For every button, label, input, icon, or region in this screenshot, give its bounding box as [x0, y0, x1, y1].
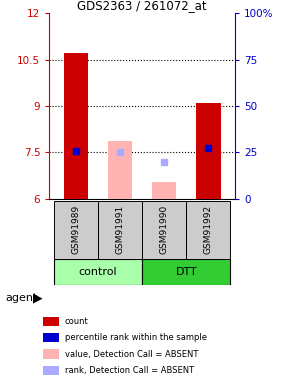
Bar	[152, 182, 176, 199]
Bar	[196, 103, 220, 199]
Bar	[43, 333, 59, 342]
Text: GSM91991: GSM91991	[115, 205, 124, 254]
Text: count: count	[65, 316, 88, 326]
Bar	[43, 366, 59, 375]
Text: DTT: DTT	[175, 267, 197, 277]
Bar	[98, 201, 142, 259]
Text: rank, Detection Call = ABSENT: rank, Detection Call = ABSENT	[65, 366, 194, 375]
Bar	[43, 350, 59, 358]
Bar	[142, 259, 231, 285]
Bar	[43, 316, 59, 326]
Text: ▶: ▶	[33, 292, 43, 304]
Text: GSM91992: GSM91992	[204, 205, 213, 254]
Bar	[186, 201, 231, 259]
Title: GDS2363 / 261072_at: GDS2363 / 261072_at	[77, 0, 207, 12]
Bar	[142, 201, 186, 259]
Text: value, Detection Call = ABSENT: value, Detection Call = ABSENT	[65, 350, 198, 358]
Bar	[108, 141, 132, 199]
Text: GSM91989: GSM91989	[71, 205, 80, 254]
Text: GSM91990: GSM91990	[160, 205, 169, 254]
Text: control: control	[79, 267, 117, 277]
Text: percentile rank within the sample: percentile rank within the sample	[65, 333, 207, 342]
Bar	[54, 201, 98, 259]
Bar	[54, 259, 142, 285]
Bar	[64, 53, 88, 199]
Text: agent: agent	[6, 293, 38, 303]
